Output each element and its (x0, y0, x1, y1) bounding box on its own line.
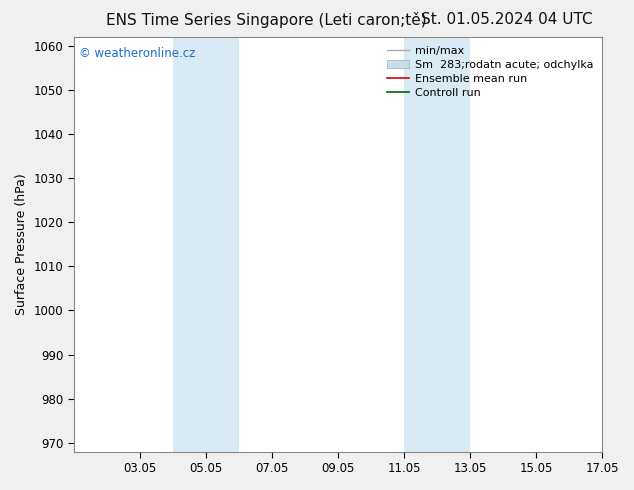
Text: St. 01.05.2024 04 UTC: St. 01.05.2024 04 UTC (422, 12, 593, 27)
Text: © weatheronline.cz: © weatheronline.cz (79, 48, 195, 60)
Legend: min/max, Sm  283;rodatn acute; odchylka, Ensemble mean run, Controll run: min/max, Sm 283;rodatn acute; odchylka, … (384, 43, 597, 101)
Y-axis label: Surface Pressure (hPa): Surface Pressure (hPa) (15, 173, 28, 315)
Bar (173, 37, 239, 452)
Text: ENS Time Series Singapore (Leti caron;tě): ENS Time Series Singapore (Leti caron;tě… (106, 12, 427, 28)
Bar (404, 37, 470, 452)
